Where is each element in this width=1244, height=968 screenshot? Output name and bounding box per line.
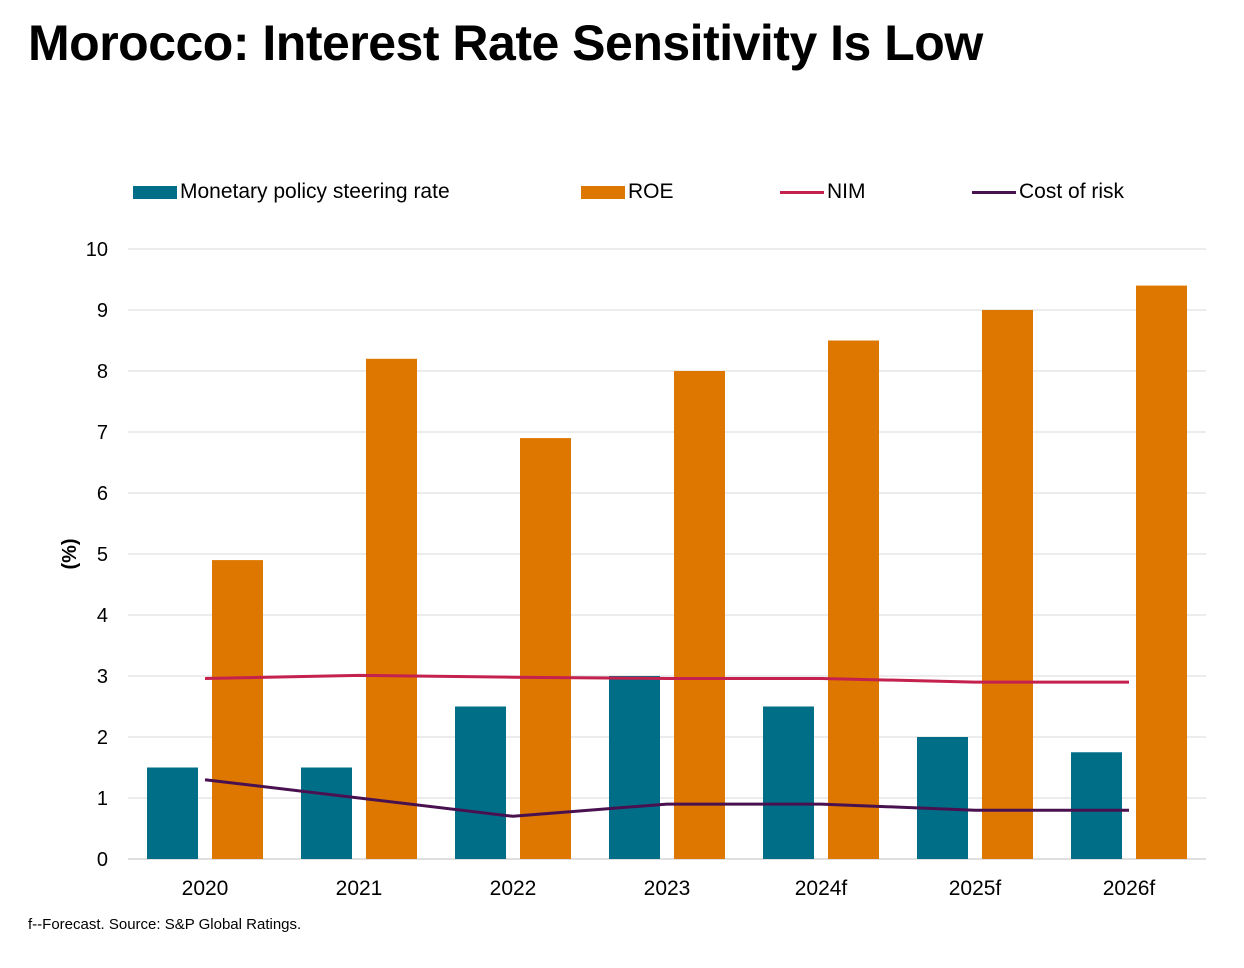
chart-legend: Monetary policy steering rate ROE NIM Co… (0, 176, 1244, 208)
legend-label-policy-rate: Monetary policy steering rate (180, 180, 450, 203)
chart-title: Morocco: Interest Rate Sensitivity Is Lo… (28, 15, 983, 71)
legend-swatch-nim (780, 190, 824, 194)
x-tick-label: 2026f (1103, 877, 1156, 900)
legend-label-nim: NIM (827, 180, 866, 203)
bar-roe (1136, 285, 1187, 860)
y-tick-label: 5 (97, 544, 108, 566)
legend-label-cost-of-risk: Cost of risk (1019, 180, 1125, 203)
y-tick-label: 0 (97, 849, 108, 871)
legend-label-roe: ROE (628, 180, 674, 203)
y-tick-label: 10 (86, 239, 108, 261)
bar-roe (982, 310, 1033, 859)
y-tick-label: 3 (97, 666, 108, 688)
y-tick-label: 4 (97, 605, 108, 627)
bar-roe (366, 358, 417, 859)
y-tick-label: 2 (97, 727, 108, 749)
bar-roe (520, 438, 571, 859)
legend-swatch-roe (581, 185, 625, 199)
bar-policy-rate (763, 706, 814, 859)
y-tick-label: 1 (97, 788, 108, 810)
legend-item-roe: ROE (581, 176, 674, 208)
line-cost-of-risk (204, 778, 1129, 818)
legend-swatch-policy-rate (133, 185, 177, 199)
bar-roe (212, 560, 263, 859)
bar-policy-rate (917, 737, 968, 859)
legend-item-cost-of-risk: Cost of risk (972, 176, 1124, 208)
legend-item-policy-rate: Monetary policy steering rate (133, 176, 450, 208)
bar-policy-rate (609, 676, 660, 859)
x-tick-label: 2024f (795, 877, 848, 900)
bar-layer (147, 285, 1187, 860)
x-tick-label: 2023 (644, 877, 691, 900)
y-tick-label: 9 (97, 300, 108, 322)
x-tick-label: 2022 (490, 877, 537, 900)
footnote: f--Forecast. Source: S&P Global Ratings. (28, 916, 302, 933)
bar-policy-rate (301, 767, 352, 859)
bar-policy-rate (1071, 752, 1122, 859)
line-layer (204, 673, 1129, 818)
label-layer: 0 1 2 3 4 5 6 7 8 9 10 2020 2021 2022 2023 2024f 2025f 20… (86, 239, 1156, 900)
y-tick-label: 6 (97, 483, 108, 505)
x-tick-label: 2020 (182, 877, 229, 900)
legend-swatch-cost-of-risk (972, 190, 1016, 194)
y-tick-label: 8 (97, 361, 108, 383)
y-tick-label: 7 (97, 422, 108, 444)
line-nim (204, 673, 1129, 684)
grid-layer (128, 248, 1206, 860)
bar-policy-rate (147, 767, 198, 859)
bar-roe (674, 371, 725, 859)
bar-policy-rate (455, 706, 506, 859)
x-tick-label: 2025f (949, 877, 1002, 900)
x-tick-label: 2021 (336, 877, 383, 900)
bar-roe (828, 340, 879, 859)
y-axis-title: (%) (59, 538, 81, 569)
legend-item-nim: NIM (780, 176, 866, 208)
